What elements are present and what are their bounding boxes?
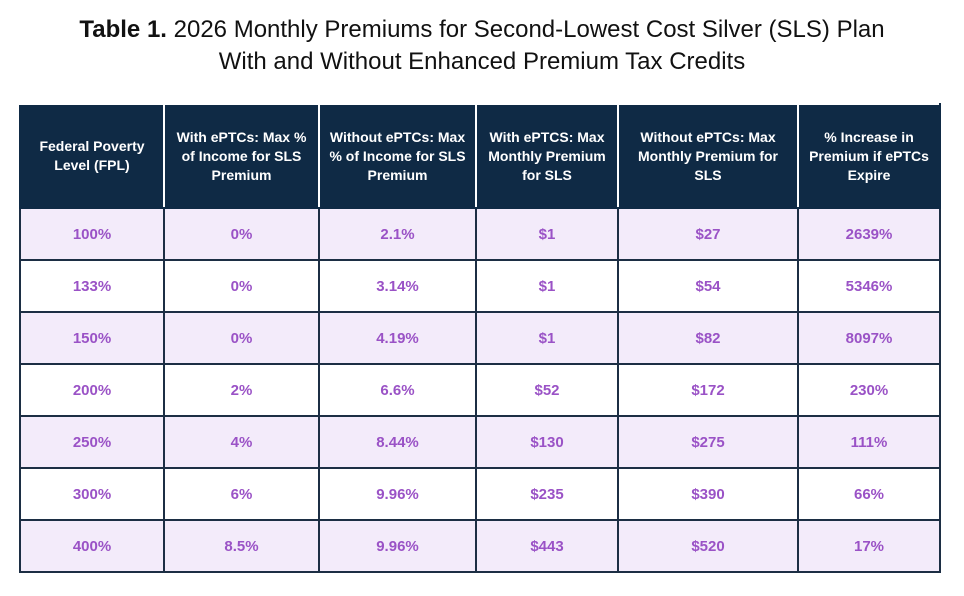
table-row: 250% 4% 8.44% $130 $275 111% [19,415,941,469]
cell-without-eptc-premium: $27 [617,207,799,261]
cell-without-eptc-premium: $390 [617,467,799,521]
cell-without-eptc-premium: $520 [617,519,799,573]
cell-with-eptc-premium: $443 [475,519,619,573]
cell-fpl: 150% [19,311,165,365]
cell-without-eptc-percent: 9.96% [318,467,477,521]
cell-fpl: 300% [19,467,165,521]
cell-without-eptc-premium: $82 [617,311,799,365]
cell-percent-increase: 2639% [797,207,941,261]
cell-with-eptc-premium: $1 [475,259,619,313]
cell-without-eptc-percent: 9.96% [318,519,477,573]
column-header-without-eptc-max-percent: Without ePTCs: Max % of Income for SLS P… [318,103,477,209]
cell-with-eptc-percent: 8.5% [163,519,320,573]
table-row: 133% 0% 3.14% $1 $54 5346% [19,259,941,313]
table-row: 100% 0% 2.1% $1 $27 2639% [19,207,941,261]
cell-without-eptc-percent: 3.14% [318,259,477,313]
cell-percent-increase: 66% [797,467,941,521]
table-row: 300% 6% 9.96% $235 $390 66% [19,467,941,521]
cell-without-eptc-percent: 6.6% [318,363,477,417]
cell-with-eptc-percent: 4% [163,415,320,469]
cell-percent-increase: 111% [797,415,941,469]
cell-fpl: 250% [19,415,165,469]
cell-fpl: 400% [19,519,165,573]
cell-without-eptc-premium: $172 [617,363,799,417]
cell-with-eptc-percent: 2% [163,363,320,417]
cell-percent-increase: 8097% [797,311,941,365]
header-row: Federal Poverty Level (FPL) With ePTCs: … [19,103,941,209]
cell-with-eptc-percent: 0% [163,311,320,365]
cell-with-eptc-premium: $235 [475,467,619,521]
table-title-line-1: Table 1. 2026 Monthly Premiums for Secon… [0,14,964,46]
cell-with-eptc-premium: $130 [475,415,619,469]
cell-without-eptc-percent: 2.1% [318,207,477,261]
table-number: Table 1. [79,16,167,43]
cell-percent-increase: 230% [797,363,941,417]
cell-with-eptc-premium: $1 [475,207,619,261]
column-header-with-eptc-max-premium: With ePTCS: Max Monthly Premium for SLS [475,103,619,209]
column-header-fpl: Federal Poverty Level (FPL) [19,103,165,209]
table-row: 400% 8.5% 9.96% $443 $520 17% [19,519,941,573]
cell-with-eptc-percent: 0% [163,259,320,313]
column-header-without-eptc-max-premium: Without ePTCs: Max Monthly Premium for S… [617,103,799,209]
cell-without-eptc-percent: 8.44% [318,415,477,469]
cell-with-eptc-premium: $1 [475,311,619,365]
cell-without-eptc-premium: $54 [617,259,799,313]
cell-percent-increase: 5346% [797,259,941,313]
cell-percent-increase: 17% [797,519,941,573]
cell-without-eptc-premium: $275 [617,415,799,469]
table-title: Table 1. 2026 Monthly Premiums for Secon… [0,14,964,78]
table-row: 150% 0% 4.19% $1 $82 8097% [19,311,941,365]
cell-with-eptc-percent: 0% [163,207,320,261]
cell-without-eptc-percent: 4.19% [318,311,477,365]
table-title-main: 2026 Monthly Premiums for Second-Lowest … [173,16,885,43]
cell-fpl: 100% [19,207,165,261]
cell-fpl: 200% [19,363,165,417]
cell-fpl: 133% [19,259,165,313]
cell-with-eptc-percent: 6% [163,467,320,521]
column-header-with-eptc-max-percent: With ePTCs: Max % of Income for SLS Prem… [163,103,320,209]
premiums-table: Federal Poverty Level (FPL) With ePTCs: … [19,103,941,573]
table-title-line-2: With and Without Enhanced Premium Tax Cr… [218,48,746,75]
table-row: 200% 2% 6.6% $52 $172 230% [19,363,941,417]
cell-with-eptc-premium: $52 [475,363,619,417]
column-header-percent-increase: % Increase in Premium if ePTCs Expire [797,103,941,209]
